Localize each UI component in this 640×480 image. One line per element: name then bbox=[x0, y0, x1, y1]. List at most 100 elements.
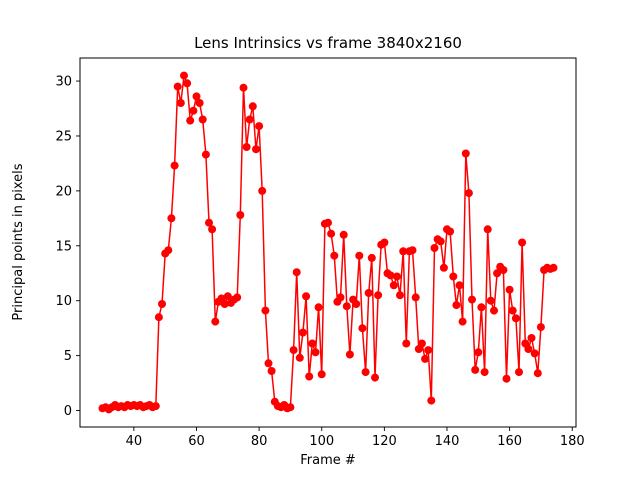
data-point-marker bbox=[342, 302, 351, 311]
data-point-marker bbox=[374, 291, 383, 300]
data-point-marker bbox=[239, 83, 248, 92]
data-point-marker bbox=[424, 346, 433, 355]
x-axis-label: Frame # bbox=[300, 453, 356, 468]
data-point-marker bbox=[261, 306, 270, 315]
y-tick-label: 30 bbox=[55, 75, 72, 90]
data-point-marker bbox=[295, 353, 304, 362]
y-tick-label: 10 bbox=[55, 294, 72, 309]
data-point-marker bbox=[477, 303, 486, 312]
data-point-marker bbox=[358, 324, 367, 333]
data-point-marker bbox=[439, 263, 448, 272]
data-point-marker bbox=[508, 306, 517, 315]
x-tick-label: 60 bbox=[188, 434, 205, 449]
data-point-marker bbox=[186, 116, 195, 125]
data-point-marker bbox=[192, 92, 201, 101]
data-point-marker bbox=[311, 348, 320, 357]
data-point-marker bbox=[305, 372, 314, 381]
y-axis-label: Principal points in pixels bbox=[11, 163, 26, 320]
data-point-marker bbox=[267, 367, 276, 375]
data-point-marker bbox=[524, 345, 533, 353]
data-point-marker bbox=[154, 313, 163, 322]
data-point-marker bbox=[286, 403, 295, 412]
data-point-marker bbox=[252, 145, 260, 154]
data-point-marker bbox=[380, 238, 389, 247]
data-point-marker bbox=[289, 346, 298, 355]
data-point-marker bbox=[480, 368, 489, 377]
data-point-marker bbox=[533, 369, 542, 378]
data-point-marker bbox=[314, 303, 323, 312]
data-point-marker bbox=[455, 281, 464, 290]
data-point-marker bbox=[151, 402, 160, 411]
data-point-marker bbox=[458, 317, 467, 326]
data-point-marker bbox=[446, 227, 455, 236]
data-point-marker bbox=[411, 293, 420, 302]
data-point-marker bbox=[302, 292, 311, 301]
data-point-marker bbox=[536, 323, 545, 332]
data-point-marker bbox=[189, 106, 198, 115]
data-point-marker bbox=[427, 396, 436, 405]
data-point-marker bbox=[464, 189, 473, 198]
data-point-marker bbox=[180, 71, 188, 80]
data-point-marker bbox=[233, 293, 242, 302]
data-point-marker bbox=[474, 348, 483, 357]
data-point-marker bbox=[205, 218, 213, 227]
y-tick-label: 25 bbox=[55, 129, 72, 144]
y-tick-label: 15 bbox=[55, 239, 72, 254]
data-point-marker bbox=[490, 306, 498, 315]
data-point-marker bbox=[167, 214, 176, 223]
data-point-marker bbox=[330, 251, 339, 260]
data-point-marker bbox=[327, 229, 336, 238]
x-tick-label: 140 bbox=[435, 434, 460, 449]
axis-ticks: 40 60 80 100 120 140 160 180 0 5 10 15 20 25 30 bbox=[55, 75, 584, 449]
data-point-marker bbox=[386, 271, 395, 280]
data-point-marker bbox=[505, 285, 514, 294]
data-point-marker bbox=[399, 247, 408, 256]
data-point-marker bbox=[324, 218, 332, 227]
data-point-marker bbox=[336, 293, 345, 302]
data-point-marker bbox=[421, 354, 430, 363]
data-point-marker bbox=[493, 269, 502, 278]
data-point-marker bbox=[468, 295, 476, 304]
data-point-marker bbox=[486, 296, 495, 305]
data-point-marker bbox=[317, 370, 326, 379]
data-point-marker bbox=[245, 115, 254, 124]
data-series bbox=[98, 71, 558, 414]
data-point-marker bbox=[164, 246, 173, 255]
data-point-marker bbox=[173, 82, 182, 91]
data-point-marker bbox=[461, 149, 470, 158]
data-point-marker bbox=[208, 225, 217, 234]
data-point-marker bbox=[220, 300, 229, 308]
chart-title: Lens Intrinsics vs frame 3840x2160 bbox=[194, 34, 462, 52]
x-tick-label: 100 bbox=[309, 434, 334, 449]
x-tick-label: 120 bbox=[372, 434, 397, 449]
data-point-marker bbox=[392, 272, 401, 281]
data-point-marker bbox=[502, 374, 511, 383]
data-point-marker bbox=[258, 186, 267, 195]
data-point-marker bbox=[396, 291, 404, 300]
data-point-marker bbox=[515, 368, 523, 377]
data-point-marker bbox=[417, 339, 426, 348]
data-point-marker bbox=[430, 244, 439, 252]
data-point-marker bbox=[352, 300, 361, 308]
data-point-marker bbox=[292, 268, 301, 277]
data-point-marker bbox=[452, 301, 461, 310]
data-point-marker bbox=[471, 365, 480, 374]
data-point-marker bbox=[308, 339, 317, 348]
data-point-marker bbox=[298, 328, 307, 337]
data-point-marker bbox=[201, 150, 210, 159]
data-point-marker bbox=[499, 266, 508, 274]
data-point-marker bbox=[211, 317, 220, 326]
data-point-marker bbox=[176, 99, 185, 107]
data-point-marker bbox=[355, 251, 364, 260]
data-point-marker bbox=[158, 300, 166, 308]
data-point-marker bbox=[198, 115, 207, 124]
data-point-marker bbox=[364, 289, 373, 297]
y-tick-label: 20 bbox=[55, 184, 72, 199]
data-point-marker bbox=[361, 368, 370, 377]
data-point-marker bbox=[402, 339, 411, 348]
data-point-marker bbox=[264, 359, 273, 368]
data-point-marker bbox=[527, 334, 536, 342]
y-tick-label: 0 bbox=[64, 404, 72, 419]
x-tick-label: 180 bbox=[560, 434, 585, 449]
